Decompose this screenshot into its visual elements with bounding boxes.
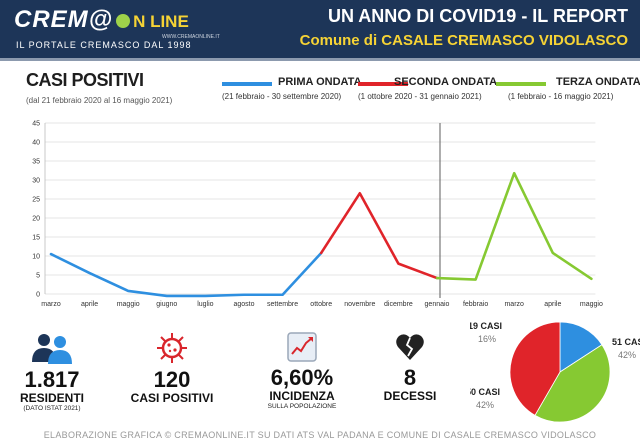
x-tick-label: maggio bbox=[580, 301, 603, 308]
series-line bbox=[319, 192, 439, 280]
y-tick-label: 5 bbox=[36, 273, 40, 280]
people-icon bbox=[32, 334, 72, 364]
pie-percent: 42% bbox=[476, 400, 494, 410]
series-line bbox=[49, 251, 323, 298]
pie-label: 50 CASI bbox=[470, 387, 500, 397]
pie-label: 19 CASI bbox=[470, 321, 502, 331]
broken-heart-icon bbox=[396, 334, 424, 360]
y-tick-label: 20 bbox=[32, 216, 40, 223]
report-subtitle: Comune di CASALE CREMASCO VIDOLASCO bbox=[299, 32, 628, 49]
logo-main-text: CREM@ bbox=[14, 6, 114, 33]
section-title: CASI POSITIVI bbox=[26, 70, 144, 90]
virus-icon bbox=[157, 333, 187, 363]
pie-percent: 16% bbox=[478, 334, 496, 344]
legend-label-third-wave: TERZA ONDATA bbox=[556, 76, 640, 88]
y-tick-label: 10 bbox=[32, 254, 40, 261]
x-tick-label: gennaio bbox=[425, 301, 450, 308]
x-tick-label: marzo bbox=[504, 301, 524, 308]
waves-pie-chart: 19 CASI 16% 51 CASI 42% 50 CASI 42% bbox=[470, 321, 640, 423]
pie-slice bbox=[509, 321, 561, 416]
x-tick-label: marzo bbox=[41, 301, 61, 308]
x-tick-label: febbraio bbox=[463, 301, 488, 308]
y-tick-label: 15 bbox=[32, 235, 40, 242]
y-tick-label: 35 bbox=[32, 159, 40, 166]
logo-online-text: N LINE bbox=[133, 12, 189, 31]
legend-swatch-third-wave bbox=[496, 82, 546, 86]
legend-dates-second-wave: (1 ottobre 2020 - 31 gennaio 2021) bbox=[358, 92, 482, 101]
legend-swatch-second-wave bbox=[358, 82, 408, 86]
stat-positive-cases-label: CASI POSITIVI bbox=[130, 391, 214, 405]
stat-residents-label: RESIDENTI bbox=[19, 391, 84, 405]
x-tick-label: aprile bbox=[81, 301, 98, 308]
y-tick-label: 30 bbox=[32, 178, 40, 185]
x-tick-label: novembre bbox=[344, 301, 375, 308]
legend-label-second-wave: SECONDA ONDATA bbox=[394, 76, 498, 88]
stat-incidence-label: INCIDENZA bbox=[269, 389, 335, 403]
stat-incidence-note: SULLA POPOLAZIONE bbox=[267, 403, 337, 410]
header-divider bbox=[0, 58, 640, 61]
x-tick-label: giugno bbox=[156, 301, 177, 308]
x-tick-label: maggio bbox=[117, 301, 140, 308]
pie-slice bbox=[559, 321, 603, 373]
report-title: UN ANNO DI COVID19 - IL REPORT bbox=[327, 6, 628, 26]
legend-dates-first-wave: (21 febbraio - 30 settembre 2020) bbox=[222, 92, 342, 101]
stat-deaths: 8 DECESSI bbox=[378, 332, 442, 403]
footer-credits: ELABORAZIONE GRAFICA © CREMAONLINE.IT SU… bbox=[43, 430, 597, 440]
stat-incidence-value: 6,60% bbox=[270, 365, 334, 390]
logo-on-badge-icon bbox=[116, 13, 131, 28]
stat-residents: 1.817 RESIDENTI (DATO ISTAT 2021) bbox=[14, 332, 90, 412]
y-tick-label: 45 bbox=[32, 121, 40, 128]
stat-positive-cases: 120 CASI POSITIVI bbox=[124, 332, 220, 405]
stat-positive-cases-value: 120 bbox=[153, 367, 191, 392]
stat-residents-note: (DATO ISTAT 2021) bbox=[23, 405, 81, 412]
stat-deaths-value: 8 bbox=[403, 365, 417, 390]
header-banner: CREM@ N LINE WWW.CREMAONLINE.IT IL PORTAL… bbox=[0, 0, 640, 58]
stat-residents-value: 1.817 bbox=[24, 367, 80, 392]
tagline: IL PORTALE CREMASCO DAL 1998 bbox=[16, 40, 192, 50]
x-tick-label: settembre bbox=[267, 301, 298, 308]
trend-chart-icon bbox=[287, 332, 317, 362]
legend-label-first-wave: PRIMA ONDATA bbox=[278, 76, 362, 88]
logo-url: WWW.CREMAONLINE.IT bbox=[162, 34, 220, 40]
x-tick-label: dicembre bbox=[384, 301, 413, 308]
y-tick-label: 25 bbox=[32, 197, 40, 204]
pie-percent: 42% bbox=[618, 350, 636, 360]
stat-deaths-label: DECESSI bbox=[383, 389, 437, 403]
pie-slice bbox=[534, 344, 611, 423]
y-tick-label: 0 bbox=[36, 292, 40, 299]
site-logo[interactable]: CREM@ N LINE bbox=[14, 6, 189, 34]
legend-swatch-first-wave bbox=[222, 82, 272, 86]
pie-label: 51 CASI bbox=[612, 337, 640, 347]
stat-incidence: 6,60% INCIDENZA SULLA POPOLAZIONE bbox=[260, 332, 344, 410]
series-line bbox=[435, 171, 593, 281]
legend-dates-third-wave: (1 febbraio - 16 maggio 2021) bbox=[508, 92, 614, 101]
x-tick-label: luglio bbox=[197, 301, 213, 308]
cases-line-chart: 0 5 10 15 20 25 30 35 40 45 marzo aprile maggio giugn… bbox=[32, 121, 603, 309]
x-tick-label: agosto bbox=[233, 301, 254, 308]
y-tick-label: 40 bbox=[32, 140, 40, 147]
x-tick-label: ottobre bbox=[310, 301, 332, 308]
x-tick-label: aprile bbox=[544, 301, 561, 308]
section-date-range: (dal 21 febbraio 2020 al 16 maggio 2021) bbox=[26, 96, 173, 105]
